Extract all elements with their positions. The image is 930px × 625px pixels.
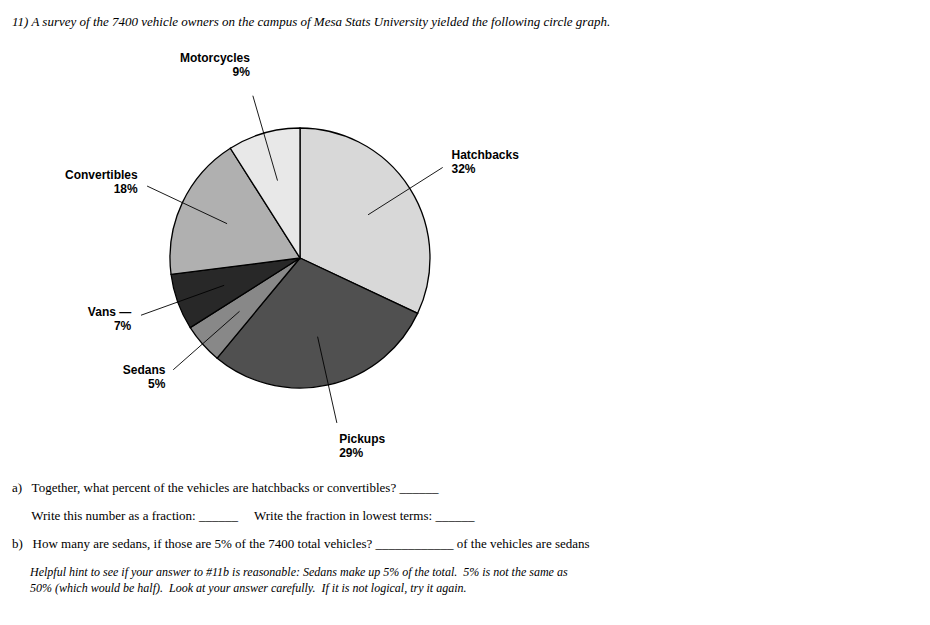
slice-label-value: 7% (114, 319, 132, 333)
slice-label-name: Sedans (123, 363, 166, 377)
leader-line (173, 311, 239, 369)
pie-slice (230, 128, 300, 258)
slice-label-name: Hatchbacks (451, 148, 519, 162)
slice-label-name: Vans — (88, 305, 131, 319)
slice-label-value: 32% (451, 162, 475, 176)
annotation-line: Write this number as a fraction: ______ … (12, 508, 475, 523)
leader-line (253, 96, 278, 181)
slice-label: Motorcycles9% (180, 51, 250, 79)
annotation-line: b) How many are sedans, if those are 5% … (12, 536, 590, 551)
slice-label: Convertibles18% (65, 168, 138, 196)
slice-labels: Hatchbacks32% Pickups29% Sedans5% Vans —7% C… (65, 51, 519, 460)
annotation: a) Together, what percent of the vehicle… (12, 480, 439, 495)
annotation: b) How many are sedans, if those are 5% … (12, 536, 590, 551)
slice-label: Sedans5% (123, 363, 166, 391)
slice-label: Vans —7% (88, 305, 132, 333)
slice-label: Pickups29% (339, 432, 385, 460)
leader-line (368, 167, 443, 214)
leader-line (318, 337, 337, 423)
chart-title: 11) A survey of the 7400 vehicle owners … (12, 14, 610, 29)
chart-root: 11) A survey of the 7400 vehicle owners … (0, 0, 930, 625)
annotation-line: a) Together, what percent of the vehicle… (12, 480, 439, 495)
annotation-line: Helpful hint to see if your answer to #1… (12, 565, 568, 579)
slice-label-name: Motorcycles (180, 51, 250, 65)
slice-label-name: Convertibles (65, 168, 138, 182)
annotation: Write this number as a fraction: ______ … (12, 508, 475, 523)
slice-label-name: Pickups (339, 432, 385, 446)
annotation: Helpful hint to see if your answer to #1… (12, 565, 568, 595)
slice-label-value: 5% (148, 377, 166, 391)
slice-label: Hatchbacks32% (451, 148, 519, 176)
pie (170, 128, 430, 388)
slice-label-value: 9% (233, 65, 251, 79)
slice-label-value: 18% (114, 182, 138, 196)
leader-line (147, 186, 227, 224)
slice-label-value: 29% (339, 446, 363, 460)
annotation-line: 50% (which would be half). Look at your … (12, 581, 467, 595)
leader-line (141, 285, 224, 315)
